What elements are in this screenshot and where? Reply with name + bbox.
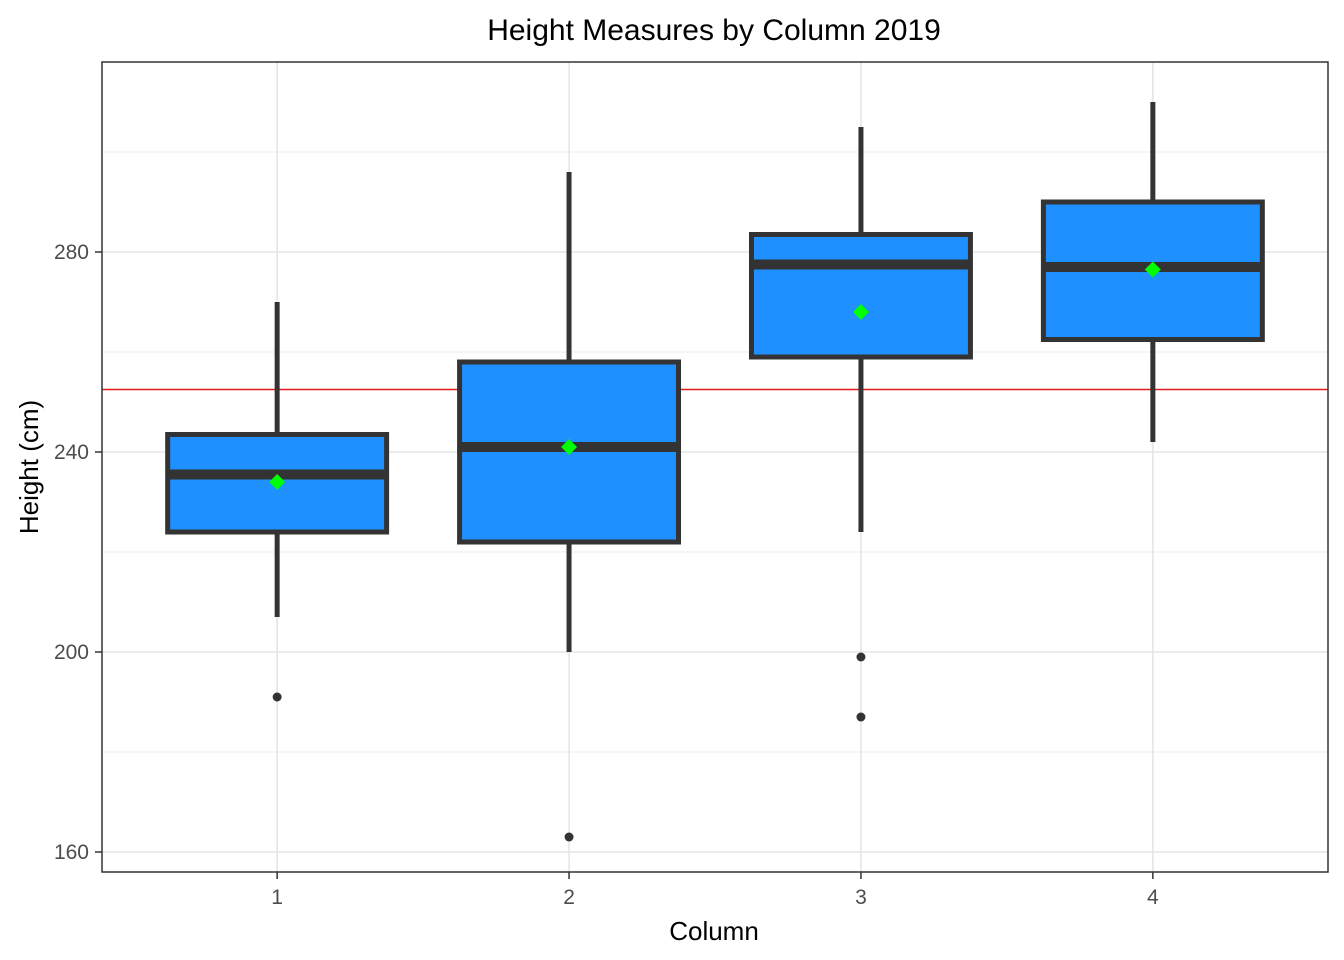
box-group (165, 302, 390, 702)
box-series (165, 102, 1265, 842)
box-iqr (748, 232, 973, 360)
mean-marker (852, 304, 869, 320)
x-tick-label: 2 (563, 886, 575, 909)
x-axis-title: Column (669, 916, 759, 946)
axes: 160 200 240 280 1 2 3 4 (54, 241, 1159, 909)
box-group (748, 127, 973, 722)
y-tick-label: 200 (54, 641, 89, 664)
outlier-point (856, 652, 866, 662)
y-tick-label: 160 (54, 841, 89, 864)
x-tick-label: 3 (855, 886, 867, 909)
mean-marker (1144, 261, 1161, 278)
y-axis-title: Height (cm) (14, 400, 44, 534)
x-tick-label: 1 (271, 886, 283, 909)
outlier-point (564, 832, 574, 842)
y-tick-label: 240 (54, 441, 89, 464)
outlier-point (856, 712, 866, 722)
outlier-point (272, 692, 282, 702)
mean-marker (561, 439, 578, 455)
x-tick-label: 4 (1147, 886, 1159, 909)
plot-panel-border (101, 61, 1329, 873)
mean-marker (269, 474, 286, 490)
box-group (457, 172, 682, 842)
y-tick-label: 280 (54, 241, 89, 264)
chart-title: Height Measures by Column 2019 (487, 14, 941, 47)
box-group (1040, 102, 1265, 442)
